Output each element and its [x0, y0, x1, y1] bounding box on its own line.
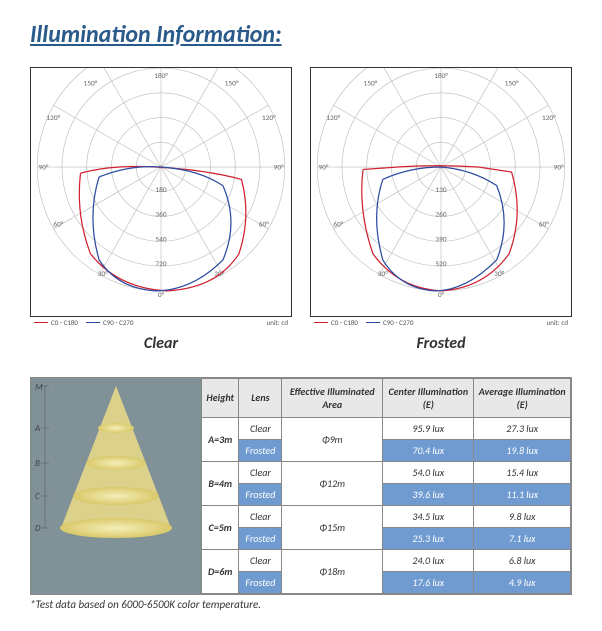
illumination-table: Height Lens Effective Illuminated Area C…: [201, 378, 571, 594]
svg-text:30°: 30°: [494, 269, 505, 278]
svg-text:A: A: [34, 423, 40, 434]
col-center: Center Illumination (E): [383, 378, 474, 417]
angle-label: 60°: [259, 219, 270, 228]
footnote: *Test data based on 6000-6500K color tem…: [30, 598, 572, 611]
legend-label: C0 - C180: [51, 318, 78, 327]
radial-label: 540: [155, 234, 167, 243]
table-row: A=3m Clear Φ9m 95.9 lux 27.3 lux: [202, 417, 571, 439]
table-row: B=4m Clear Φ12m 54.0 lux 15.4 lux: [202, 461, 571, 483]
table-row: C=5m Clear Φ15m 34.5 lux 9.8 lux: [202, 505, 571, 527]
svg-text:520: 520: [435, 259, 447, 268]
polar-chart-frosted: 180° 150° 150° 120° 120° 90° 90° 60° 60° 30°…: [310, 67, 572, 317]
svg-text:90°: 90°: [554, 163, 565, 172]
svg-text:M: M: [35, 382, 43, 393]
chart-caption-frosted: Frosted: [310, 334, 572, 353]
table-row: Frosted 39.6 lux 11.1 lux: [202, 483, 571, 505]
angle-label: 0°: [158, 290, 165, 299]
svg-text:90°: 90°: [318, 163, 329, 172]
legend-label: C90 - C270: [103, 318, 134, 327]
angle-label: 60°: [53, 219, 64, 228]
angle-label: 150°: [84, 78, 98, 87]
svg-text:60°: 60°: [539, 219, 550, 228]
svg-text:260: 260: [435, 210, 447, 219]
angle-label: 150°: [225, 78, 239, 87]
angle-label: 90°: [274, 163, 285, 172]
chart-legend: C0 - C180 C90 - C270 unit: cd: [30, 317, 292, 328]
svg-text:150°: 150°: [505, 78, 519, 87]
illumination-table-section: M A B C D Height Lens Effective Illumina…: [30, 377, 572, 595]
chart-clear: 180° 150° 150° 120° 120° 90° 90° 60° 60°…: [30, 67, 292, 353]
svg-text:180°: 180°: [434, 71, 448, 80]
col-height: Height: [202, 378, 239, 417]
svg-text:150°: 150°: [364, 78, 378, 87]
svg-text:C: C: [35, 491, 40, 502]
chart-legend: C0 - C180 C90 - C270 unit: cd: [310, 317, 572, 328]
page-title: Illumination Information:: [30, 20, 572, 49]
unit-label: unit: cd: [267, 318, 288, 327]
cone-diagram: M A B C D: [31, 378, 201, 594]
col-avg: Average Illumination (E): [474, 378, 571, 417]
angle-label: 180°: [154, 71, 168, 80]
svg-text:120°: 120°: [326, 113, 340, 122]
svg-text:60°: 60°: [333, 219, 344, 228]
polar-chart-clear: 180° 150° 150° 120° 120° 90° 90° 60° 60°…: [30, 67, 292, 317]
angle-label: 90°: [38, 163, 49, 172]
chart-caption-clear: Clear: [30, 334, 292, 353]
legend-label: C0 - C180: [331, 318, 358, 327]
svg-text:120°: 120°: [542, 113, 556, 122]
svg-text:30°: 30°: [378, 269, 389, 278]
table-row: Frosted 17.6 lux 4.9 lux: [202, 571, 571, 593]
table-row: Frosted 70.4 lux 19.8 lux: [202, 439, 571, 461]
chart-frosted: 180° 150° 150° 120° 120° 90° 90° 60° 60° 30°…: [310, 67, 572, 353]
table-row: D=6m Clear Φ18m 24.0 lux 6.8 lux: [202, 549, 571, 571]
angle-label: 120°: [46, 113, 60, 122]
legend-label: C90 - C270: [383, 318, 414, 327]
svg-text:D: D: [35, 523, 41, 534]
col-lens: Lens: [239, 378, 282, 417]
radial-label: 720: [155, 259, 167, 268]
radial-label: 180: [155, 185, 167, 194]
svg-text:390: 390: [435, 234, 447, 243]
radial-label: 360: [155, 210, 167, 219]
svg-text:130: 130: [435, 185, 447, 194]
unit-label: unit: cd: [547, 318, 568, 327]
polar-charts-row: 180° 150° 150° 120° 120° 90° 90° 60° 60°…: [30, 67, 572, 353]
col-area: Effective Illuminated Area: [282, 378, 383, 417]
angle-label: 120°: [262, 113, 276, 122]
table-row: Frosted 25.3 lux 7.1 lux: [202, 527, 571, 549]
svg-text:B: B: [35, 458, 40, 469]
